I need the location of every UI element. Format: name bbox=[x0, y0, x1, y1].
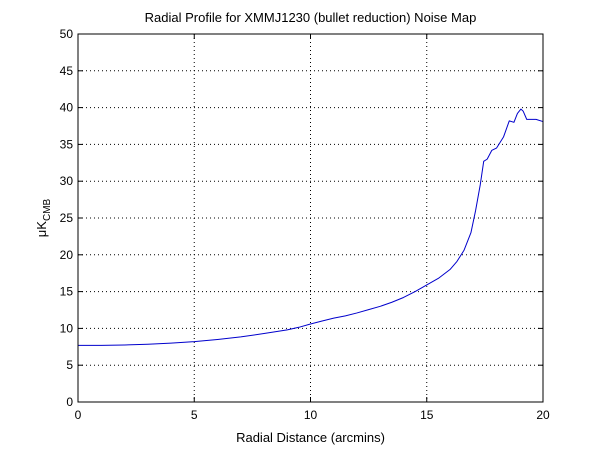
y-tick-label: 40 bbox=[60, 101, 74, 115]
y-tick-label: 45 bbox=[60, 64, 74, 78]
y-tick-label: 25 bbox=[60, 211, 74, 225]
y-tick-label: 5 bbox=[66, 358, 73, 372]
chart-title: Radial Profile for XMMJ1230 (bullet redu… bbox=[145, 10, 477, 25]
y-tick-label: 50 bbox=[60, 27, 74, 41]
grid-lines bbox=[78, 34, 543, 402]
x-tick-label: 15 bbox=[420, 408, 434, 422]
y-axis-label-main: μK bbox=[34, 221, 49, 237]
x-tick-label: 0 bbox=[75, 408, 82, 422]
x-tick-label: 20 bbox=[536, 408, 550, 422]
y-tick-label: 30 bbox=[60, 174, 74, 188]
series-line-noise-profile bbox=[78, 108, 544, 346]
y-tick-labels: 0 5 10 15 20 25 30 35 40 45 50 bbox=[60, 27, 74, 409]
tick-marks bbox=[77, 33, 544, 403]
y-axis-label-subscript: CMB bbox=[42, 198, 53, 221]
y-tick-label: 35 bbox=[60, 137, 74, 151]
series-layer bbox=[78, 108, 544, 346]
y-axis-label: μKCMB bbox=[34, 198, 53, 237]
y-tick-label: 20 bbox=[60, 248, 74, 262]
x-tick-labels: 0 5 10 15 20 bbox=[75, 408, 550, 422]
x-tick-label: 10 bbox=[304, 408, 318, 422]
y-tick-label: 15 bbox=[60, 285, 74, 299]
y-tick-label: 0 bbox=[66, 395, 73, 409]
x-axis-label: Radial Distance (arcmins) bbox=[236, 430, 385, 445]
y-tick-label: 10 bbox=[60, 321, 74, 335]
x-tick-label: 5 bbox=[191, 408, 198, 422]
